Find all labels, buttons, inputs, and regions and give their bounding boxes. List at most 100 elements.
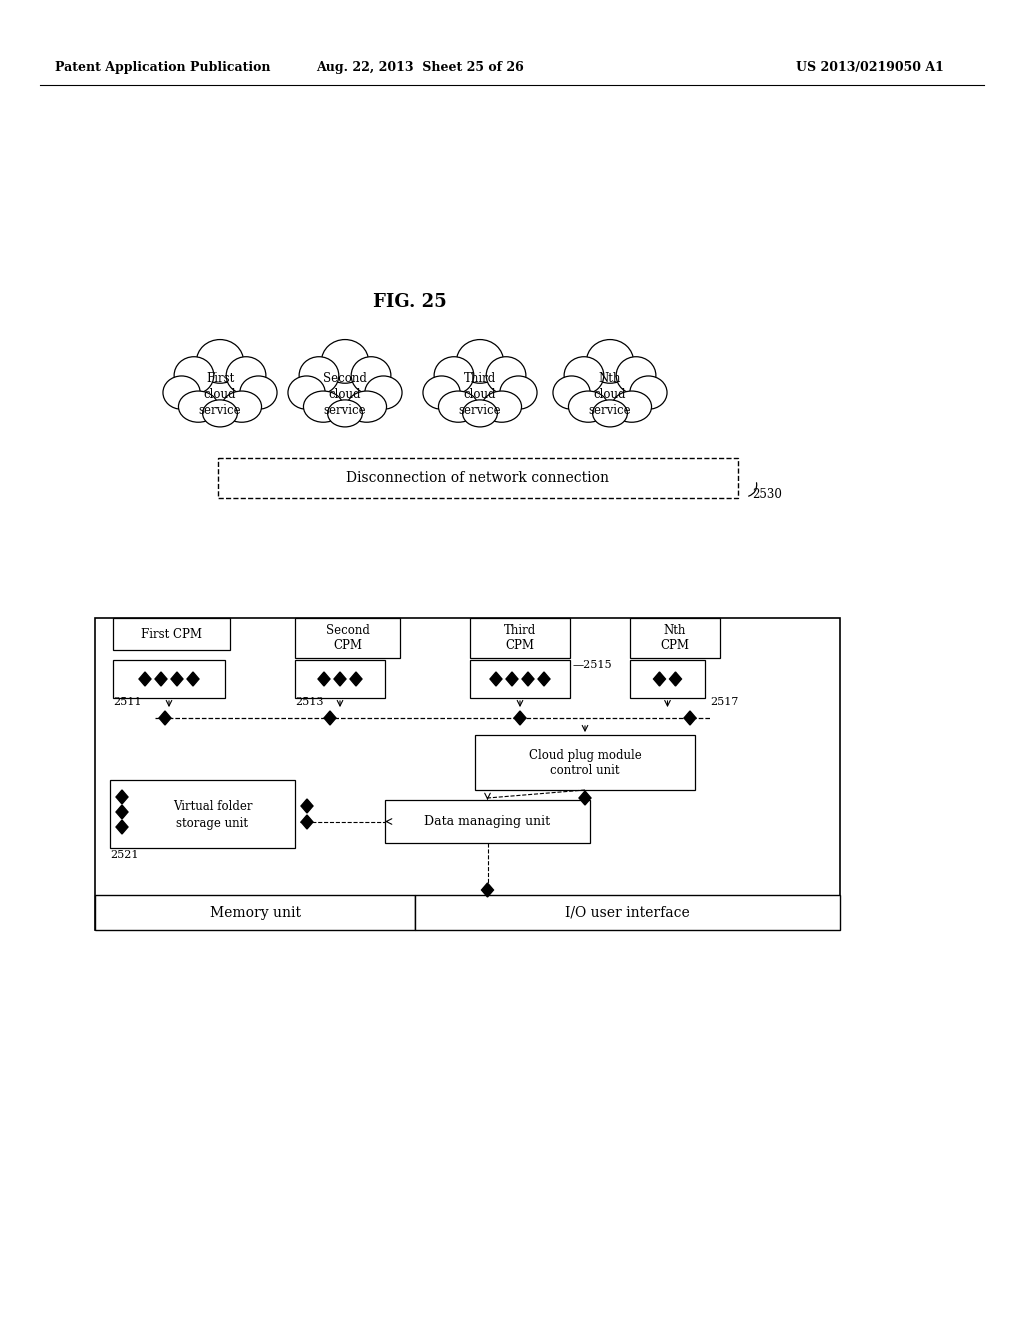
Ellipse shape [423, 376, 460, 409]
Text: Third
cloud
service: Third cloud service [459, 371, 502, 417]
Bar [475, 735, 695, 789]
Bar [630, 660, 705, 698]
Polygon shape [481, 883, 494, 898]
Ellipse shape [435, 352, 524, 428]
Text: 2521: 2521 [110, 850, 138, 861]
Ellipse shape [328, 400, 362, 426]
Ellipse shape [222, 391, 261, 422]
Ellipse shape [616, 356, 656, 395]
Polygon shape [579, 791, 591, 805]
Ellipse shape [486, 356, 526, 395]
Ellipse shape [175, 352, 264, 428]
Ellipse shape [226, 356, 266, 395]
Polygon shape [522, 672, 534, 686]
Polygon shape [116, 820, 128, 834]
Bar [218, 458, 738, 498]
Bar [113, 660, 225, 698]
Polygon shape [301, 799, 313, 813]
Ellipse shape [174, 356, 214, 395]
Bar [470, 618, 570, 657]
Bar [95, 618, 840, 931]
Ellipse shape [630, 376, 667, 409]
Polygon shape [187, 672, 199, 686]
Ellipse shape [300, 352, 390, 428]
Ellipse shape [197, 339, 244, 383]
Polygon shape [139, 672, 151, 686]
Polygon shape [490, 672, 502, 686]
Bar [295, 618, 400, 657]
Ellipse shape [434, 356, 474, 395]
Bar [113, 618, 230, 649]
Bar [385, 800, 590, 843]
Polygon shape [155, 672, 167, 686]
Polygon shape [350, 672, 362, 686]
Text: Second
cloud
service: Second cloud service [323, 371, 367, 417]
Bar [295, 660, 385, 698]
Polygon shape [171, 672, 183, 686]
Bar [470, 660, 570, 698]
Polygon shape [684, 711, 696, 725]
Polygon shape [538, 672, 550, 686]
Text: 2530: 2530 [752, 488, 782, 502]
Text: First CPM: First CPM [141, 627, 202, 640]
Polygon shape [334, 672, 346, 686]
Ellipse shape [288, 376, 326, 409]
Ellipse shape [322, 339, 369, 383]
Text: Second
CPM: Second CPM [326, 624, 370, 652]
Text: Third
CPM: Third CPM [504, 624, 537, 652]
Text: 2513: 2513 [295, 697, 324, 708]
Ellipse shape [351, 356, 391, 395]
Ellipse shape [178, 391, 218, 422]
Polygon shape [506, 672, 518, 686]
Polygon shape [116, 805, 128, 818]
Polygon shape [653, 672, 666, 686]
Ellipse shape [347, 391, 386, 422]
Ellipse shape [587, 339, 634, 383]
Ellipse shape [365, 376, 402, 409]
Ellipse shape [457, 339, 504, 383]
Text: Nth
cloud
service: Nth cloud service [589, 371, 632, 417]
Ellipse shape [303, 391, 343, 422]
Text: US 2013/0219050 A1: US 2013/0219050 A1 [796, 62, 944, 74]
Text: 2511: 2511 [113, 697, 141, 708]
Ellipse shape [299, 356, 339, 395]
Bar [95, 895, 415, 931]
Text: storage unit: storage unit [176, 817, 249, 830]
Ellipse shape [553, 376, 590, 409]
Ellipse shape [240, 376, 278, 409]
Polygon shape [318, 672, 330, 686]
Ellipse shape [163, 376, 200, 409]
Polygon shape [514, 711, 526, 725]
Text: —2515: —2515 [573, 660, 612, 671]
Bar [110, 780, 295, 847]
Text: Virtual folder: Virtual folder [173, 800, 252, 813]
Text: FIG. 25: FIG. 25 [373, 293, 446, 312]
Text: First
cloud
service: First cloud service [199, 371, 242, 417]
Polygon shape [670, 672, 682, 686]
Polygon shape [159, 711, 171, 725]
Text: Cloud plug module
control unit: Cloud plug module control unit [528, 748, 641, 776]
Text: Nth
CPM: Nth CPM [660, 624, 689, 652]
Ellipse shape [463, 400, 498, 426]
Text: Memory unit: Memory unit [210, 906, 300, 920]
Polygon shape [116, 789, 128, 804]
Text: I/O user interface: I/O user interface [565, 906, 690, 920]
Ellipse shape [564, 356, 604, 395]
Text: 2517: 2517 [710, 697, 738, 708]
Ellipse shape [500, 376, 537, 409]
Bar [630, 618, 720, 657]
Text: Aug. 22, 2013  Sheet 25 of 26: Aug. 22, 2013 Sheet 25 of 26 [316, 62, 524, 74]
Ellipse shape [593, 400, 628, 426]
Ellipse shape [612, 391, 651, 422]
Ellipse shape [482, 391, 521, 422]
Polygon shape [301, 814, 313, 829]
Bar [415, 895, 840, 931]
Ellipse shape [203, 400, 238, 426]
Text: Data managing unit: Data managing unit [424, 814, 551, 828]
Polygon shape [324, 711, 336, 725]
Ellipse shape [438, 391, 478, 422]
Ellipse shape [565, 352, 654, 428]
Text: Patent Application Publication: Patent Application Publication [55, 62, 270, 74]
Text: Disconnection of network connection: Disconnection of network connection [346, 471, 609, 484]
Ellipse shape [568, 391, 608, 422]
